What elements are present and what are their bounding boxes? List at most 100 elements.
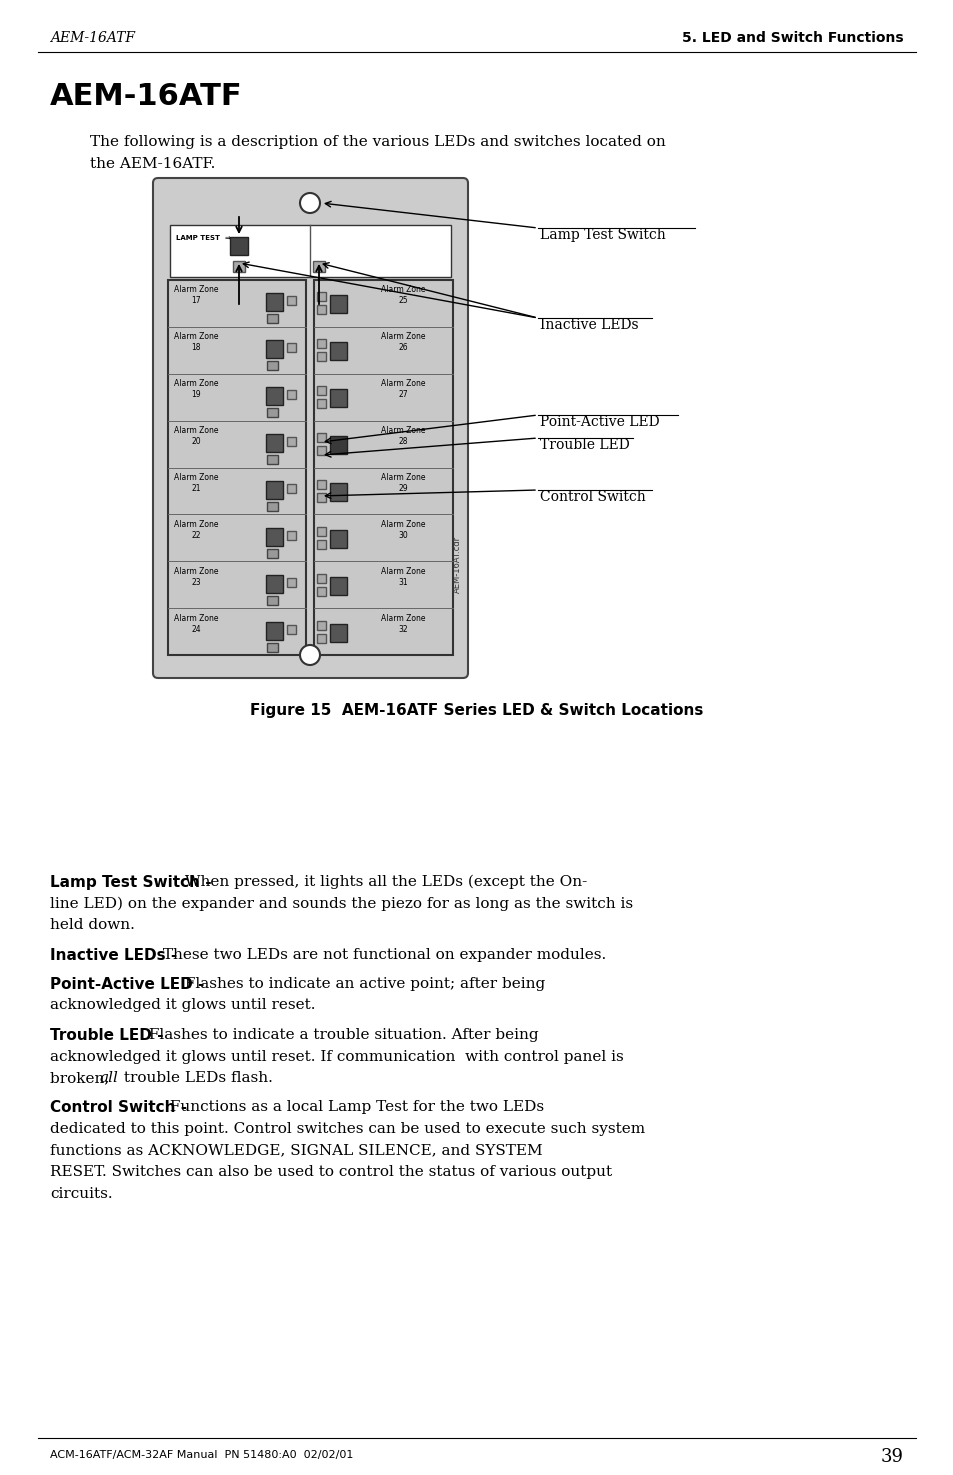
FancyBboxPatch shape <box>267 549 277 558</box>
Text: trouble LEDs flash.: trouble LEDs flash. <box>119 1071 273 1086</box>
Circle shape <box>299 193 319 212</box>
FancyBboxPatch shape <box>330 530 347 547</box>
FancyBboxPatch shape <box>316 527 326 535</box>
FancyBboxPatch shape <box>266 341 283 358</box>
FancyBboxPatch shape <box>330 342 347 360</box>
Text: Alarm Zone
25: Alarm Zone 25 <box>380 285 425 305</box>
FancyBboxPatch shape <box>314 280 453 655</box>
Text: Alarm Zone
22: Alarm Zone 22 <box>173 519 218 540</box>
FancyBboxPatch shape <box>267 502 277 510</box>
Text: broken,: broken, <box>50 1071 114 1086</box>
FancyBboxPatch shape <box>233 261 245 271</box>
FancyBboxPatch shape <box>330 437 347 454</box>
FancyBboxPatch shape <box>152 178 468 678</box>
FancyBboxPatch shape <box>313 261 325 271</box>
FancyBboxPatch shape <box>267 643 277 652</box>
FancyBboxPatch shape <box>316 386 326 395</box>
Text: Figure 15  AEM-16ATF Series LED & Switch Locations: Figure 15 AEM-16ATF Series LED & Switch … <box>250 704 703 718</box>
Text: 39: 39 <box>880 1448 903 1466</box>
Text: AEM-16ATF: AEM-16ATF <box>50 83 242 111</box>
Text: Point-Active LED: Point-Active LED <box>539 414 659 429</box>
Text: Alarm Zone
18: Alarm Zone 18 <box>173 332 218 353</box>
Text: Alarm Zone
17: Alarm Zone 17 <box>173 285 218 305</box>
FancyBboxPatch shape <box>168 280 306 655</box>
FancyBboxPatch shape <box>266 528 283 546</box>
Text: Trouble LED -: Trouble LED - <box>50 1028 163 1043</box>
Text: circuits.: circuits. <box>50 1186 112 1201</box>
Text: When pressed, it lights all the LEDs (except the On-: When pressed, it lights all the LEDs (ex… <box>179 875 586 889</box>
FancyBboxPatch shape <box>287 391 295 400</box>
FancyBboxPatch shape <box>316 540 326 549</box>
FancyBboxPatch shape <box>267 361 277 370</box>
FancyBboxPatch shape <box>266 386 283 406</box>
FancyBboxPatch shape <box>267 314 277 323</box>
Text: the AEM-16ATF.: the AEM-16ATF. <box>90 156 215 171</box>
Text: Alarm Zone
28: Alarm Zone 28 <box>380 426 425 445</box>
FancyBboxPatch shape <box>287 484 295 493</box>
FancyBboxPatch shape <box>287 531 295 540</box>
FancyBboxPatch shape <box>267 596 277 605</box>
Text: Alarm Zone
31: Alarm Zone 31 <box>380 566 425 587</box>
Text: Functions as a local Lamp Test for the two LEDs: Functions as a local Lamp Test for the t… <box>165 1100 544 1115</box>
FancyBboxPatch shape <box>316 574 326 583</box>
Text: Inactive LEDs -: Inactive LEDs - <box>50 947 177 963</box>
FancyBboxPatch shape <box>330 624 347 642</box>
FancyBboxPatch shape <box>266 481 283 499</box>
Text: Alarm Zone
30: Alarm Zone 30 <box>380 519 425 540</box>
Text: held down.: held down. <box>50 917 134 932</box>
Text: Trouble LED: Trouble LED <box>539 438 629 451</box>
FancyBboxPatch shape <box>316 292 326 301</box>
FancyBboxPatch shape <box>316 634 326 643</box>
Text: functions as ACKNOWLEDGE, SIGNAL SILENCE, and SYSTEM: functions as ACKNOWLEDGE, SIGNAL SILENCE… <box>50 1143 542 1158</box>
Text: dedicated to this point. Control switches can be used to execute such system: dedicated to this point. Control switche… <box>50 1122 644 1136</box>
Text: Lamp Test Switch: Lamp Test Switch <box>539 229 665 242</box>
FancyBboxPatch shape <box>266 575 283 593</box>
FancyBboxPatch shape <box>266 294 283 311</box>
FancyBboxPatch shape <box>316 353 326 361</box>
Text: Inactive LEDs: Inactive LEDs <box>539 319 638 332</box>
Text: 5. LED and Switch Functions: 5. LED and Switch Functions <box>681 31 903 46</box>
FancyBboxPatch shape <box>330 295 347 313</box>
Text: Alarm Zone
27: Alarm Zone 27 <box>380 379 425 400</box>
FancyBboxPatch shape <box>316 493 326 502</box>
FancyBboxPatch shape <box>330 389 347 407</box>
Text: AEM-16AT.cdr: AEM-16AT.cdr <box>452 535 461 593</box>
Text: Alarm Zone
19: Alarm Zone 19 <box>173 379 218 400</box>
Text: RESET. Switches can also be used to control the status of various output: RESET. Switches can also be used to cont… <box>50 1165 612 1179</box>
Text: Flashes to indicate an active point; after being: Flashes to indicate an active point; aft… <box>179 976 544 991</box>
Text: Flashes to indicate a trouble situation. After being: Flashes to indicate a trouble situation.… <box>144 1028 537 1041</box>
FancyBboxPatch shape <box>230 237 248 255</box>
Text: ACM-16ATF/ACM-32AF Manual  PN 51480:A0  02/02/01: ACM-16ATF/ACM-32AF Manual PN 51480:A0 02… <box>50 1450 353 1460</box>
Circle shape <box>299 645 319 665</box>
Text: Alarm Zone
29: Alarm Zone 29 <box>380 473 425 493</box>
FancyBboxPatch shape <box>267 409 277 417</box>
FancyBboxPatch shape <box>287 296 295 305</box>
FancyBboxPatch shape <box>316 621 326 630</box>
FancyBboxPatch shape <box>266 621 283 640</box>
FancyBboxPatch shape <box>287 437 295 445</box>
Text: Alarm Zone
26: Alarm Zone 26 <box>380 332 425 353</box>
FancyBboxPatch shape <box>287 624 295 634</box>
Text: all: all <box>99 1071 118 1086</box>
FancyBboxPatch shape <box>316 587 326 596</box>
Text: Alarm Zone
21: Alarm Zone 21 <box>173 473 218 493</box>
Text: line LED) on the expander and sounds the piezo for as long as the switch is: line LED) on the expander and sounds the… <box>50 897 633 912</box>
Text: Control Switch: Control Switch <box>539 490 645 504</box>
Text: These two LEDs are not functional on expander modules.: These two LEDs are not functional on exp… <box>158 947 605 962</box>
FancyBboxPatch shape <box>316 305 326 314</box>
Text: Alarm Zone
32: Alarm Zone 32 <box>380 614 425 634</box>
Text: acknowledged it glows until reset.: acknowledged it glows until reset. <box>50 999 315 1012</box>
FancyBboxPatch shape <box>267 456 277 465</box>
FancyBboxPatch shape <box>316 339 326 348</box>
FancyBboxPatch shape <box>330 482 347 502</box>
FancyBboxPatch shape <box>170 226 451 277</box>
FancyBboxPatch shape <box>316 434 326 442</box>
Text: LAMP TEST  ⇒: LAMP TEST ⇒ <box>175 235 231 240</box>
FancyBboxPatch shape <box>330 577 347 594</box>
Text: Control Switch -: Control Switch - <box>50 1100 187 1115</box>
FancyBboxPatch shape <box>287 344 295 353</box>
Text: Point-Active LED -: Point-Active LED - <box>50 976 204 993</box>
Text: AEM-16ATF: AEM-16ATF <box>50 31 135 46</box>
Text: Alarm Zone
23: Alarm Zone 23 <box>173 566 218 587</box>
FancyBboxPatch shape <box>316 445 326 456</box>
